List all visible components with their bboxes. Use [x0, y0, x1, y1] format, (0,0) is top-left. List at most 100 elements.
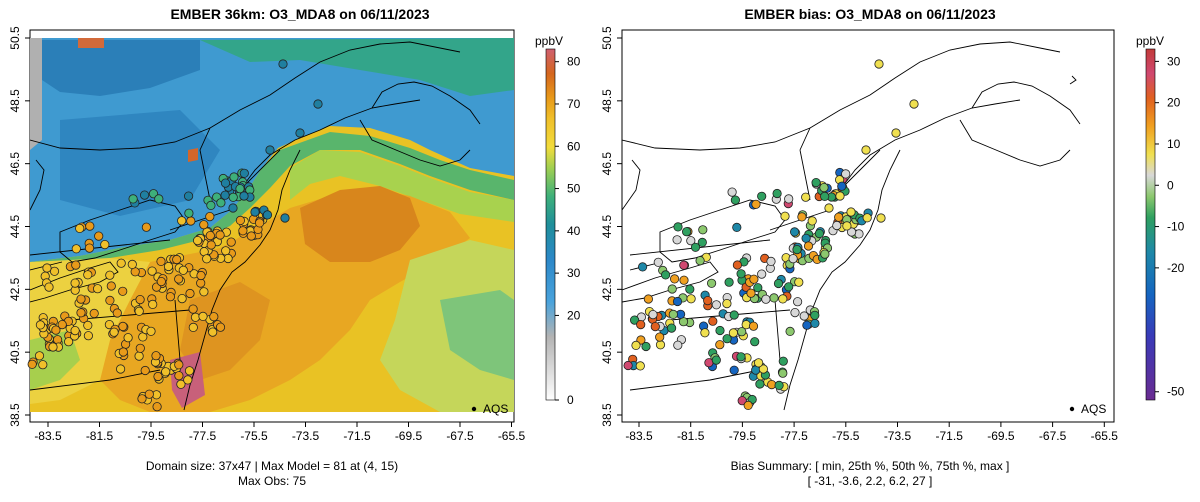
y-tick-label: 42.5: [8, 277, 22, 301]
y-tick-label: 40.5: [8, 340, 22, 364]
station-marker: [757, 269, 767, 279]
station-marker: [34, 351, 45, 361]
station-marker: [135, 294, 145, 305]
station-marker: [154, 194, 164, 204]
station-marker: [176, 379, 186, 389]
bias-colorbar-unit: ppbV: [1136, 34, 1164, 48]
bias-panel: EMBER bias: O3_MDA8 on 06/11/2023 -83.5-…: [600, 6, 1184, 488]
station-marker: [228, 192, 238, 202]
station-marker: [748, 321, 759, 331]
station-marker: [152, 402, 162, 412]
colorbar-tick-label: 0: [567, 393, 574, 407]
station-marker: [83, 320, 93, 330]
station-marker: [780, 211, 790, 221]
station-marker: [184, 191, 194, 201]
station-marker: [672, 296, 683, 307]
bias-axes: -83.5 -81.5 -79.5 -77.5 -75.5 -73.5 -71.5 -69.5…: [600, 26, 1118, 443]
colorbar-tick-label: 10: [1167, 137, 1181, 151]
station-marker: [209, 312, 219, 322]
station-marker: [100, 240, 110, 250]
station-marker: [695, 256, 705, 266]
station-marker: [667, 284, 677, 294]
station-marker: [673, 222, 683, 232]
station-marker: [753, 283, 763, 293]
station-marker: [631, 340, 641, 350]
station-marker: [193, 236, 203, 246]
station-marker: [198, 311, 208, 321]
station-marker: [177, 216, 187, 226]
station-marker: [623, 360, 633, 371]
model-colorbar-ticks: 0 20 30 40 50 60 70 80: [555, 55, 581, 407]
station-marker: [778, 294, 788, 304]
field-green-band: [30, 132, 514, 270]
field-deep-blue: [42, 40, 200, 96]
station-marker: [792, 245, 802, 255]
station-marker: [803, 241, 814, 251]
field-orange-inland: [180, 282, 270, 380]
station-marker: [722, 298, 732, 309]
station-marker: [144, 389, 154, 399]
station-marker: [842, 221, 852, 231]
model-footer-line1: Domain size: 37x47 | Max Model = 81 at (…: [146, 459, 398, 473]
station-marker: [874, 59, 884, 69]
station-marker: [732, 260, 743, 270]
station-marker: [653, 257, 663, 267]
station-marker: [295, 128, 305, 138]
bias-panel-title: EMBER bias: O3_MDA8 on 06/11/2023: [744, 6, 996, 22]
station-marker: [208, 327, 218, 337]
station-marker: [727, 187, 737, 197]
station-marker: [83, 270, 93, 280]
station-marker: [679, 260, 689, 270]
y-tick-label: 50.5: [8, 26, 22, 50]
station-marker: [824, 203, 834, 213]
colorbar-tick-label: -50: [1167, 385, 1185, 399]
station-marker: [862, 213, 872, 223]
station-marker: [672, 235, 682, 245]
station-marker: [163, 261, 174, 272]
station-marker: [635, 361, 645, 371]
station-marker: [784, 282, 794, 292]
station-marker: [38, 360, 48, 370]
x-tick-label: -75.5: [832, 429, 860, 443]
station-marker: [135, 343, 145, 353]
field-hot-cell: [188, 148, 198, 162]
station-marker: [641, 341, 651, 352]
station-marker: [229, 172, 239, 182]
station-marker: [262, 210, 273, 220]
bias-plot-frame: [621, 29, 1115, 423]
station-marker: [730, 195, 741, 205]
station-marker: [137, 394, 147, 404]
station-marker: [174, 371, 184, 381]
model-stations: [27, 59, 323, 412]
station-marker: [186, 216, 196, 226]
y-tick-label: 40.5: [600, 340, 614, 364]
station-marker: [737, 327, 747, 337]
station-marker: [49, 266, 60, 276]
station-marker: [76, 308, 86, 318]
y-tick-label: 46.5: [600, 152, 614, 176]
colorbar-tick-label: 0: [1167, 178, 1174, 192]
station-marker: [76, 294, 86, 304]
y-tick-label: 44.5: [600, 214, 614, 238]
station-marker: [190, 312, 201, 322]
station-marker: [148, 299, 158, 309]
model-colorbar: [545, 48, 556, 401]
coast-eastern-seaboard: [783, 149, 901, 411]
colorbar-tick-label: 30: [567, 266, 581, 280]
station-marker: [643, 294, 654, 304]
x-tick-label: -79.5: [729, 429, 757, 443]
lake-ontario: [59, 199, 186, 263]
station-marker: [820, 249, 830, 259]
station-marker: [116, 364, 126, 374]
station-marker: [177, 293, 187, 304]
coast-gaspe: [371, 81, 481, 125]
y-tick-label: 38.5: [8, 403, 22, 427]
island-anticosti: [1069, 75, 1077, 85]
station-marker: [140, 365, 150, 376]
bias-stations: [623, 59, 919, 410]
station-marker: [801, 192, 811, 202]
station-marker: [666, 323, 677, 333]
coast-stlawrence-north: [622, 41, 1061, 151]
colorbar-tick-label: -10: [1167, 220, 1185, 234]
station-marker: [790, 307, 800, 318]
